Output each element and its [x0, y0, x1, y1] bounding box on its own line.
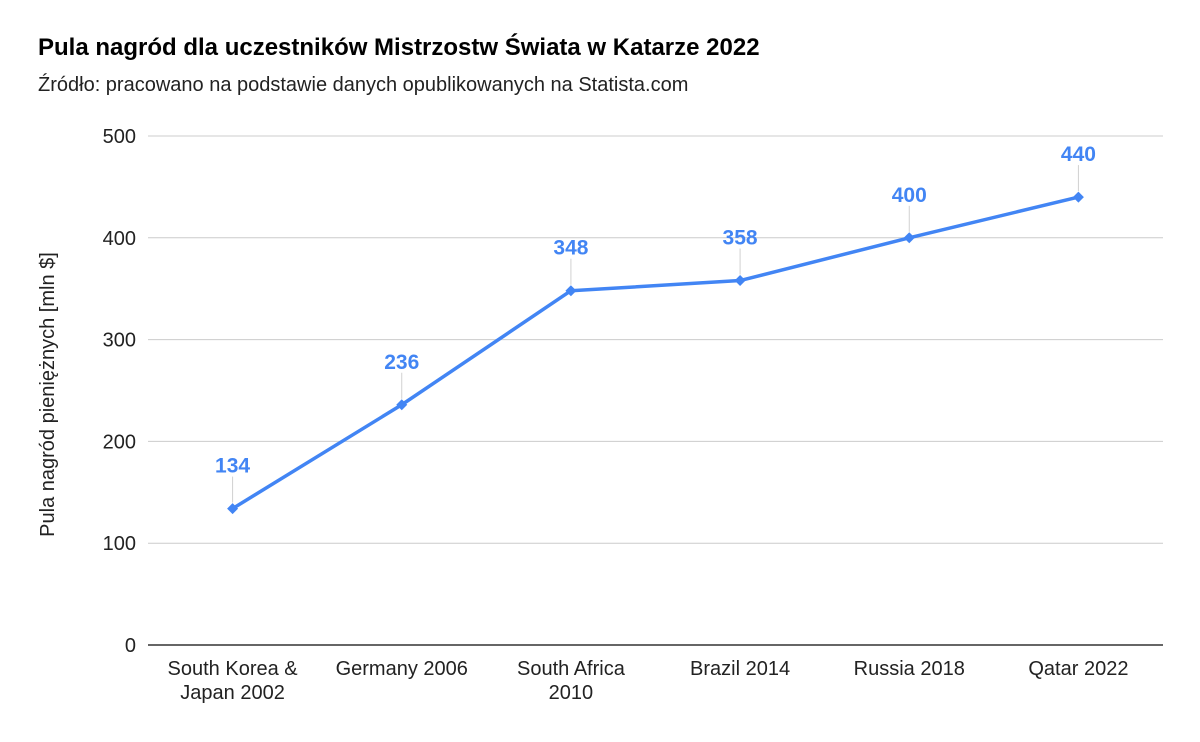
data-label: 348 [553, 237, 588, 260]
series-polyline [230, 195, 1081, 511]
data-label: 400 [892, 184, 927, 207]
y-tick-label: 500 [103, 126, 136, 148]
x-tick-label-line: Brazil 2014 [690, 658, 790, 680]
x-tick-label: Qatar 2022 [1028, 658, 1128, 680]
data-labels: 134 236 348 358 400 440 [215, 143, 1096, 478]
y-tick-label: 0 [125, 635, 136, 657]
gridlines [148, 135, 1163, 646]
data-point [565, 285, 577, 297]
data-point [903, 232, 915, 244]
data-point [734, 275, 746, 287]
data-label: 134 [215, 455, 250, 478]
data-label: 358 [723, 227, 758, 250]
x-tick-label-line: Qatar 2022 [1028, 658, 1128, 680]
x-tick-label: Brazil 2014 [690, 658, 790, 680]
x-tick-label-line: Japan 2002 [180, 682, 285, 704]
x-tick-label: Germany 2006 [336, 658, 468, 680]
x-tick-label-line: South Korea & [168, 658, 299, 680]
x-tick-labels: South Korea & Japan 2002 Germany 2006 South… [168, 658, 1129, 704]
data-point [396, 399, 408, 411]
data-label: 440 [1061, 143, 1096, 166]
y-tick-label: 300 [103, 330, 136, 352]
label-leaders [232, 165, 1079, 503]
data-point [227, 503, 239, 515]
x-tick-label: South Africa 2010 [517, 658, 626, 704]
x-tick-label-line: Russia 2018 [854, 658, 965, 680]
y-tick-label: 400 [103, 228, 136, 250]
x-tick-label-line: South Africa [517, 658, 626, 680]
data-points [227, 191, 1084, 515]
x-tick-label: Russia 2018 [854, 658, 965, 680]
data-point [1072, 191, 1084, 203]
chart-title: Pula nagród dla uczestników Mistrzostw Ś… [38, 34, 760, 61]
x-tick-label-line: Germany 2006 [336, 658, 468, 680]
y-tick-label: 200 [103, 431, 136, 453]
y-axis-title: Pula nagród pieniężnych [mln $] [37, 252, 59, 537]
x-tick-label: South Korea & Japan 2002 [168, 658, 299, 704]
series-line [230, 195, 1081, 511]
data-label: 236 [384, 351, 419, 374]
y-tick-labels: 0 100 200 300 400 500 [103, 126, 136, 657]
y-tick-label: 100 [103, 533, 136, 555]
x-tick-label-line: 2010 [549, 682, 594, 704]
chart-subtitle: Źródło: pracowano na podstawie danych op… [38, 74, 689, 96]
